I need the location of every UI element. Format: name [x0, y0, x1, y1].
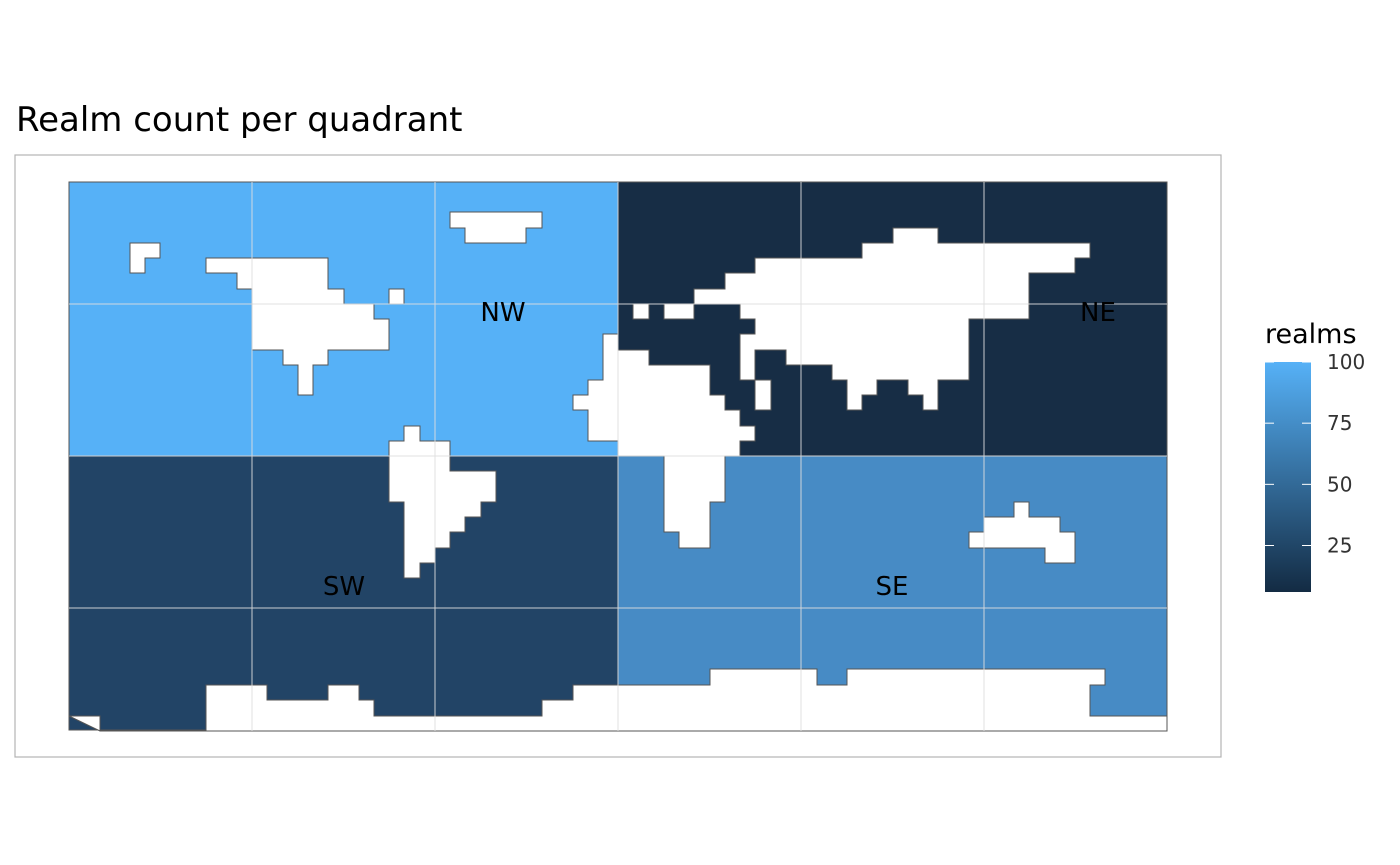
quadrant-labels: NW NE SW SE: [323, 298, 1116, 602]
legend-tick-label: 100: [1327, 350, 1365, 374]
legend-tick-label: 25: [1327, 534, 1352, 558]
legend-tick-label: 50: [1327, 472, 1352, 496]
graticule: [69, 182, 1167, 731]
quadrant-label-nw: NW: [480, 298, 525, 328]
landmass-scandinavia-fragment: [663, 303, 695, 320]
landmass-eurasia: [693, 227, 1091, 411]
landmass-alaska: [129, 242, 161, 274]
legend-tick-label: 75: [1327, 411, 1352, 435]
landmass-greenland: [449, 211, 543, 244]
legend-title: realms: [1265, 319, 1357, 350]
landmass-uk: [632, 303, 650, 320]
legend-ticks: 25 50 75 100: [1265, 350, 1365, 558]
quadrant-label-ne: NE: [1080, 298, 1116, 328]
quadrant-label-se: SE: [876, 572, 909, 602]
legend: realms 25 50 75 100: [1265, 319, 1365, 592]
landmass-south-america: [388, 425, 497, 579]
quadrant-label-sw: SW: [323, 572, 365, 602]
chart-title: Realm count per quadrant: [16, 100, 463, 140]
quadrant-sw[interactable]: [68, 455, 619, 731]
landmass-australia: [968, 501, 1076, 564]
landmass-island-nw: [388, 288, 405, 305]
landmass-north-america: [205, 257, 390, 396]
legend-colorbar: [1265, 362, 1311, 592]
landmass-india-fragment: [754, 379, 772, 411]
